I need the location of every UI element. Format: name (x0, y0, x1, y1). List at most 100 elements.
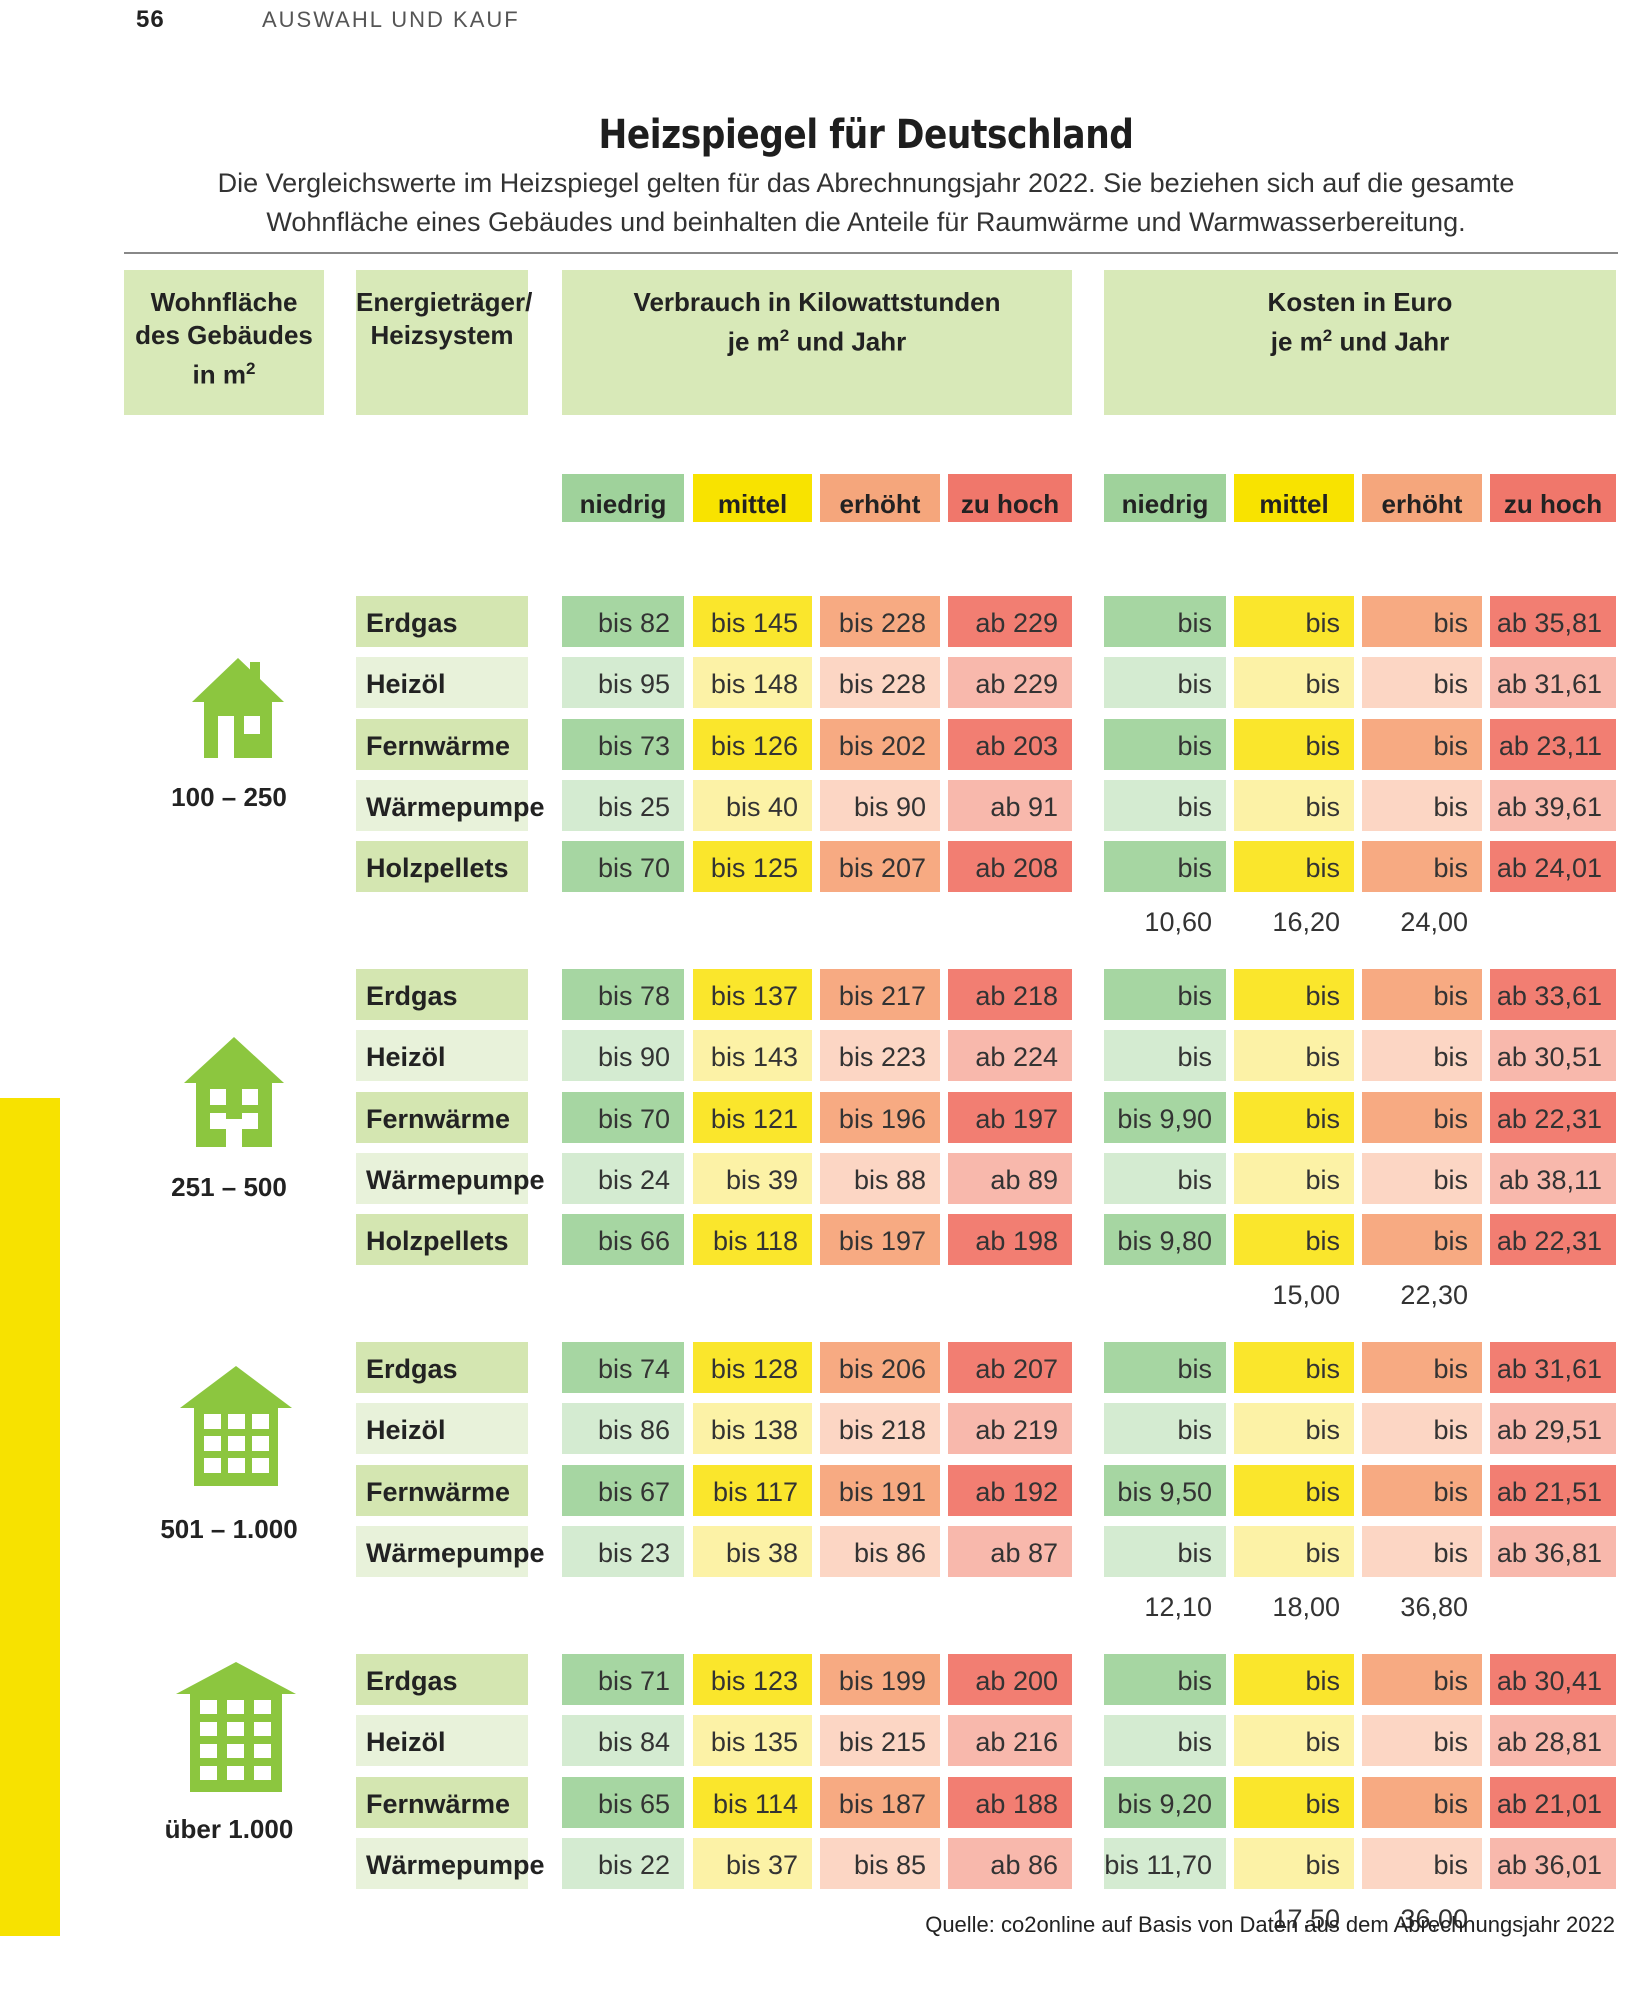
consumption-value: bis 82 (562, 596, 684, 647)
header-carrier-line-2: Heizsystem (370, 320, 514, 350)
consumption-value: bis 86 (562, 1403, 684, 1455)
consumption-value: bis 191 (820, 1464, 940, 1516)
header-cost-line-1: Kosten in Euro (1267, 287, 1453, 317)
consumption-value: bis 138 (693, 1403, 812, 1455)
consumption-value: bis 137 (693, 969, 812, 1020)
carrier-label: Heizöl (356, 657, 528, 709)
cost-value: bis 38,10 (1362, 1152, 1482, 1249)
cost-value: bis 9,80 (1104, 1214, 1226, 1266)
cost-value: bis 13,10 (1104, 1715, 1226, 1811)
cost-value: bis 10,60 (1104, 841, 1226, 937)
header-cost-unit-tail: und Jahr (1332, 326, 1450, 357)
cost-value: bis 13,70 (1104, 1403, 1226, 1499)
cost-value: ab 39,61 (1490, 779, 1616, 831)
house-small-icon (190, 656, 286, 760)
cost-value: bis 22,50 (1234, 969, 1354, 1065)
level-header-kwh-2: erhöht (820, 474, 940, 522)
area-range-label: 501 – 1.000 (160, 1514, 298, 1544)
carrier-label: Heizöl (356, 1403, 528, 1455)
cost-value: bis 39,60 (1362, 779, 1482, 876)
carrier-label: Erdgas (356, 596, 528, 647)
header-cost: Kosten in Euro je m2 und Jahr (1104, 270, 1616, 415)
house-medium-icon (182, 1035, 286, 1149)
consumption-value: bis 38 (693, 1525, 812, 1577)
header-carrier: Energieträger/ Heizsystem (356, 270, 532, 415)
consumption-value: ab 87 (948, 1525, 1072, 1577)
consumption-value: bis 74 (562, 1342, 684, 1393)
carrier-label: Fernwärme (356, 718, 528, 770)
cost-value: bis 29,50 (1362, 1403, 1482, 1499)
carrier-label: Holzpellets (356, 841, 528, 893)
consumption-value: ab 229 (948, 596, 1072, 647)
carrier-label: Wärmepumpe (356, 1152, 545, 1204)
header-consumption-line-2: je m2 und Jahr (562, 319, 1072, 359)
consumption-value: ab 203 (948, 718, 1072, 770)
cost-value: ab 35,81 (1490, 596, 1616, 647)
consumption-value: bis 78 (562, 969, 684, 1020)
consumption-value: bis 228 (820, 596, 940, 647)
cost-value: ab 22,31 (1490, 1091, 1616, 1143)
cost-value: bis 36,80 (1362, 1525, 1482, 1622)
consumption-value: bis 215 (820, 1715, 940, 1767)
source-note: Quelle: co2online auf Basis von Daten au… (925, 1912, 1615, 1937)
header-area-unit: in m (192, 359, 246, 390)
cost-value: ab 31,61 (1490, 657, 1616, 709)
subtitle-line-2: Wohnfläche eines Gebäudes und beinhalten… (266, 207, 1466, 237)
consumption-value: ab 219 (948, 1403, 1072, 1455)
header-area: Wohnfläche des Gebäudes in m2 (124, 270, 324, 415)
consumption-value: bis 121 (693, 1091, 812, 1143)
cost-value: bis 21,10 (1234, 1342, 1354, 1438)
level-header-kwh-1: mittel (693, 474, 812, 522)
consumption-value: bis 118 (693, 1214, 812, 1266)
cost-value: bis 21,00 (1234, 1030, 1354, 1126)
consumption-value: ab 188 (948, 1776, 1072, 1828)
cost-value: bis 30,40 (1362, 1654, 1482, 1750)
cost-value: bis 9,20 (1104, 1776, 1226, 1828)
header-cost-sup: 2 (1322, 326, 1333, 345)
cost-value: bis 31,60 (1362, 657, 1482, 753)
cost-value: ab 22,31 (1490, 1214, 1616, 1266)
level-header-kwh-0: niedrig (562, 474, 684, 522)
consumption-value: bis 135 (693, 1715, 812, 1767)
consumption-value: bis 218 (820, 1403, 940, 1455)
carrier-label: Fernwärme (356, 1776, 528, 1828)
consumption-value: ab 207 (948, 1342, 1072, 1393)
consumption-value: bis 95 (562, 657, 684, 709)
carrier-label: Erdgas (356, 1654, 528, 1705)
cost-value: bis 24,20 (1234, 596, 1354, 692)
cost-value: bis 19,40 (1234, 1715, 1354, 1811)
consumption-value: bis 199 (820, 1654, 940, 1705)
cost-value: ab 29,51 (1490, 1403, 1616, 1455)
consumption-value: bis 70 (562, 841, 684, 893)
carrier-label: Fernwärme (356, 1464, 528, 1516)
cost-value: bis 21,00 (1362, 1776, 1482, 1873)
consumption-value: ab 89 (948, 1152, 1072, 1204)
consumption-value: bis 128 (693, 1342, 812, 1393)
cost-value: bis 28,80 (1362, 1715, 1482, 1811)
cost-value: bis 12,10 (1104, 1525, 1226, 1622)
area-range-label: 100 – 250 (171, 782, 287, 812)
header-cost-line-2: je m2 und Jahr (1104, 319, 1616, 359)
consumption-value: bis 85 (820, 1837, 940, 1889)
consumption-value: bis 125 (693, 841, 812, 893)
carrier-label: Wärmepumpe (356, 779, 545, 831)
level-header-eur-2: erhöht (1362, 474, 1482, 522)
cost-value: bis 11,70 (1104, 1837, 1226, 1889)
consumption-value: bis 23 (562, 1525, 684, 1577)
cost-value: bis 13,40 (1104, 1342, 1226, 1438)
carrier-label: Erdgas (356, 1342, 528, 1393)
consumption-value: bis 143 (693, 1030, 812, 1082)
cost-value: ab 30,51 (1490, 1030, 1616, 1082)
cost-value: bis 31,60 (1362, 1342, 1482, 1438)
carrier-label: Erdgas (356, 969, 528, 1020)
header-consumption-unit: je m (727, 326, 780, 357)
page-number: 56 (136, 6, 165, 33)
cost-value: bis 35,80 (1362, 596, 1482, 692)
section-label: AUSWAHL UND KAUF (262, 7, 520, 32)
cost-value: ab 38,11 (1490, 1152, 1616, 1204)
header-consumption: Verbrauch in Kilowattstunden je m2 und J… (562, 270, 1072, 415)
consumption-value: ab 224 (948, 1030, 1072, 1082)
consumption-value: bis 148 (693, 657, 812, 709)
cost-value: bis 22,30 (1362, 1091, 1482, 1188)
cost-value: bis 14,50 (1234, 1464, 1354, 1561)
